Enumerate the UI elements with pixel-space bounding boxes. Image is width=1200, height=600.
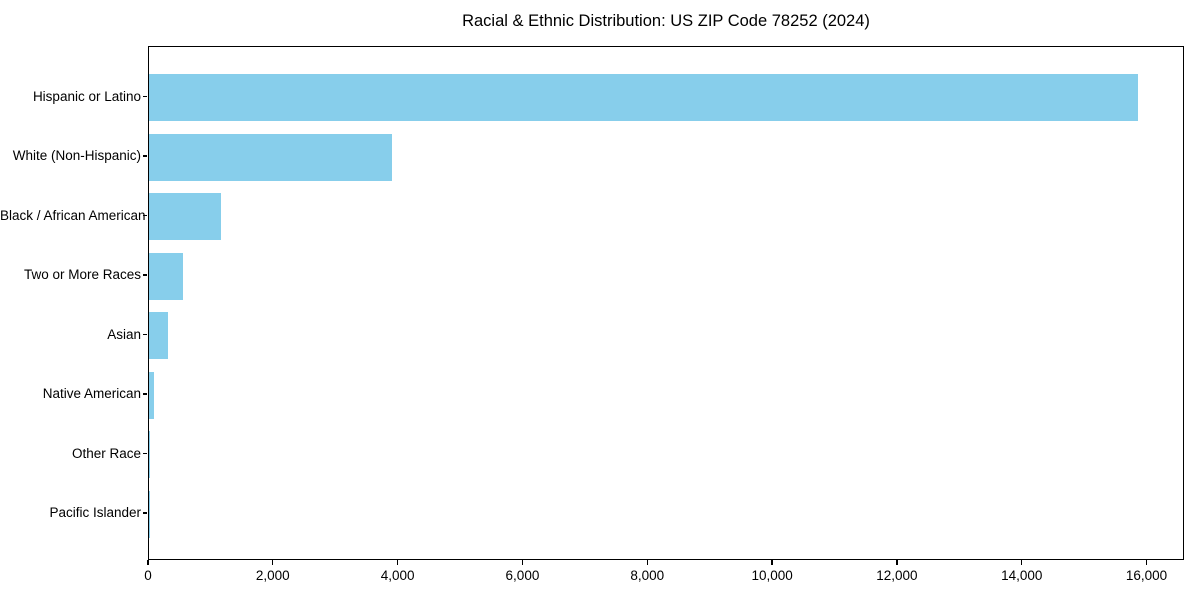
x-tick-label-4,000: 4,000 xyxy=(380,568,415,583)
y-tick-black-african-american xyxy=(142,214,147,217)
x-tick-label-10,000: 10,000 xyxy=(751,568,793,583)
y-label-two-or-more-races: Two or More Races xyxy=(23,267,141,282)
x-tick-label-12,000: 12,000 xyxy=(876,568,918,583)
x-tick-label-2,000: 2,000 xyxy=(255,568,290,583)
y-tick-two-or-more-races xyxy=(142,274,147,276)
y-tick-asian xyxy=(142,333,147,336)
x-tick-16,000 xyxy=(1145,560,1148,565)
y-tick-hispanic-or-latino xyxy=(142,95,147,98)
bar-other-race xyxy=(149,431,150,478)
plot-area xyxy=(148,46,1184,560)
y-label-black-african-american: Black / African American xyxy=(0,207,146,223)
y-tick-native-american xyxy=(142,393,147,395)
x-tick-4,000 xyxy=(397,560,399,565)
bar-two-or-more-races xyxy=(149,252,184,300)
x-tick-label-8,000: 8,000 xyxy=(630,568,665,583)
y-label-pacific-islander: Pacific Islander xyxy=(49,505,141,520)
x-tick-label-0: 0 xyxy=(144,568,152,583)
x-tick-6,000 xyxy=(521,560,524,565)
y-label-asian: Asian xyxy=(107,326,141,342)
x-tick-12,000 xyxy=(896,560,898,565)
y-label-white-non-hispanic: White (Non-Hispanic) xyxy=(12,148,141,163)
bar-hispanic-or-latino xyxy=(149,74,1139,121)
chart-title: Racial & Ethnic Distribution: US ZIP Cod… xyxy=(462,12,870,30)
bar-asian xyxy=(149,312,168,359)
y-label-other-race: Other Race xyxy=(71,445,141,461)
x-tick-10,000 xyxy=(771,560,773,565)
bar-native-american xyxy=(149,371,154,419)
x-tick-label-6,000: 6,000 xyxy=(505,568,540,583)
y-tick-white-non-hispanic xyxy=(142,155,147,157)
x-tick-8,000 xyxy=(646,560,648,565)
x-tick-2,000 xyxy=(272,560,274,565)
bar-black-african-american xyxy=(149,193,221,240)
y-tick-pacific-islander xyxy=(142,512,147,514)
y-tick-other-race xyxy=(142,452,147,455)
bar-white-non-hispanic xyxy=(149,133,393,181)
x-tick-14,000 xyxy=(1021,560,1023,565)
x-tick-label-16,000: 16,000 xyxy=(1125,568,1168,583)
y-label-native-american: Native American xyxy=(42,386,141,401)
y-label-hispanic-or-latino: Hispanic or Latino xyxy=(32,88,141,104)
x-tick-0 xyxy=(147,560,149,565)
x-tick-label-14,000: 14,000 xyxy=(1001,568,1043,583)
